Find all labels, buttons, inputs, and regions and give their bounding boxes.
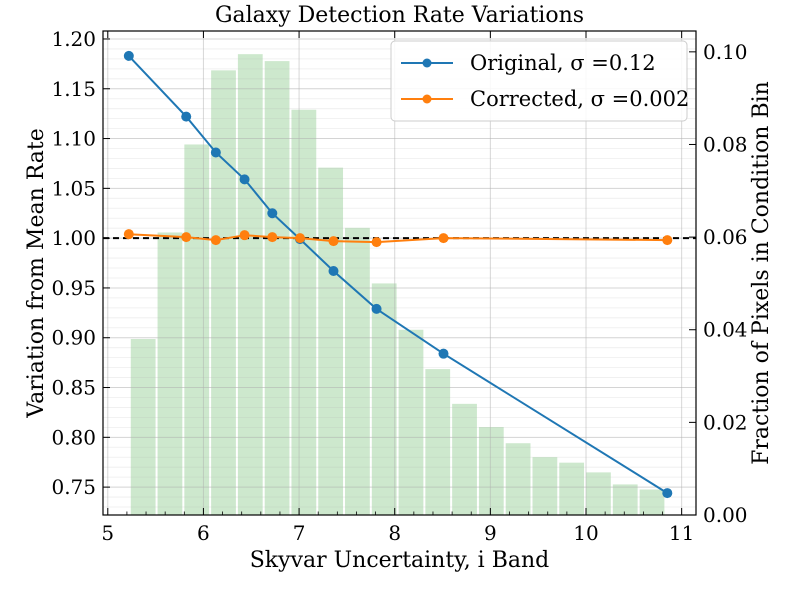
x-axis-label: Skyvar Uncertainty, i Band <box>250 548 550 573</box>
histogram-bar-16 <box>559 462 585 515</box>
histogram-bar-13 <box>478 427 504 515</box>
legend-box <box>390 40 688 122</box>
histogram-bar-14 <box>505 443 531 515</box>
histogram-bar-12 <box>452 403 477 515</box>
histogram-bar-19 <box>639 489 665 515</box>
legend-label-original: Original, σ =0.12 <box>470 51 656 75</box>
y-tick-label-2: 0.85 <box>51 376 96 400</box>
y-tick-label-7: 1.10 <box>51 127 96 151</box>
histogram-bar-7 <box>318 167 344 515</box>
series-layer <box>123 50 673 499</box>
y2-axis-label: Fraction of Pixels in Condition Bin <box>749 81 774 465</box>
x-tick-label-2: 7 <box>293 521 306 545</box>
y-tick-label-8: 1.15 <box>51 77 96 101</box>
series-1-point-4 <box>267 232 278 243</box>
grid-layer <box>103 31 696 515</box>
x-tick-label-3: 8 <box>388 521 401 545</box>
series-1-point-2 <box>210 235 221 246</box>
histogram-bar-17 <box>586 472 611 515</box>
series-1-point-8 <box>438 233 449 244</box>
y-tick-label-5: 1.00 <box>51 226 96 250</box>
series-0-point-0 <box>123 50 134 61</box>
series-1-point-7 <box>371 237 382 248</box>
series-0-point-6 <box>328 266 339 277</box>
y-axis-label: Variation from Mean Rate <box>24 128 49 419</box>
y2-tick-label-0: 0.00 <box>703 503 748 527</box>
histogram-bar-15 <box>532 457 558 515</box>
y-tick-label-3: 0.90 <box>51 326 96 350</box>
y2-tick-label-1: 0.02 <box>703 410 748 434</box>
y-tick-label-0: 0.75 <box>51 475 96 499</box>
series-0-point-9 <box>662 488 673 499</box>
series-0-point-3 <box>239 174 250 185</box>
y-tick-label-4: 0.95 <box>51 276 96 300</box>
histogram-bar-4 <box>237 54 263 515</box>
series-0-point-1 <box>181 111 192 122</box>
histogram-bar-3 <box>211 70 236 516</box>
series-1-point-9 <box>662 235 673 246</box>
histogram-bar-11 <box>425 369 451 515</box>
histogram-bar-2 <box>184 144 210 515</box>
legend-marker-corrected <box>422 94 432 104</box>
x-tick-label-4: 9 <box>484 521 497 545</box>
x-tick-label-1: 6 <box>197 521 210 545</box>
x-tick-label-0: 5 <box>101 521 114 545</box>
y2-tick-label-2: 0.04 <box>703 318 748 342</box>
y-tick-label-6: 1.05 <box>51 176 96 200</box>
series-1-point-1 <box>181 232 192 243</box>
legend-marker-original <box>422 58 432 68</box>
series-0-point-4 <box>267 208 278 219</box>
series-line-0 <box>128 55 668 494</box>
series-1-point-3 <box>239 230 250 241</box>
x-tick-label-6: 11 <box>669 521 694 545</box>
histogram-bar-6 <box>291 109 317 515</box>
x-tick-label-5: 10 <box>573 521 598 545</box>
histogram-bar-9 <box>371 283 397 515</box>
ticks-layer: 5 6 7 8 9 10 11 0.75 0.80 0.85 0.90 0.95 1.00 1.05 1.1… <box>51 27 747 545</box>
plot-frame <box>102 30 697 516</box>
series-line-1 <box>128 233 668 244</box>
histogram-bar-8 <box>345 227 370 515</box>
series-1-point-5 <box>295 233 306 244</box>
legend: Original, σ =0.12 Corrected, σ =0.002 <box>390 40 689 122</box>
series-1-point-0 <box>123 229 134 240</box>
series-0-point-8 <box>438 348 449 359</box>
series-0-point-2 <box>210 147 221 158</box>
y-tick-label-1: 0.80 <box>51 425 96 449</box>
histogram-layer <box>130 54 665 516</box>
histogram-bar-0 <box>130 339 156 515</box>
histogram-bar-10 <box>398 329 424 515</box>
y2-tick-label-4: 0.08 <box>703 132 748 156</box>
y-tick-label-9: 1.20 <box>51 27 96 51</box>
histogram-bar-1 <box>157 232 183 515</box>
series-0-point-7 <box>371 303 382 314</box>
chart-title: Galaxy Detection Rate Variations <box>215 3 584 28</box>
legend-label-corrected: Corrected, σ =0.002 <box>470 87 689 111</box>
histogram-bar-18 <box>612 484 638 515</box>
series-1-point-6 <box>328 236 339 247</box>
y2-tick-label-5: 0.10 <box>703 40 748 64</box>
y2-tick-label-3: 0.06 <box>703 225 748 249</box>
